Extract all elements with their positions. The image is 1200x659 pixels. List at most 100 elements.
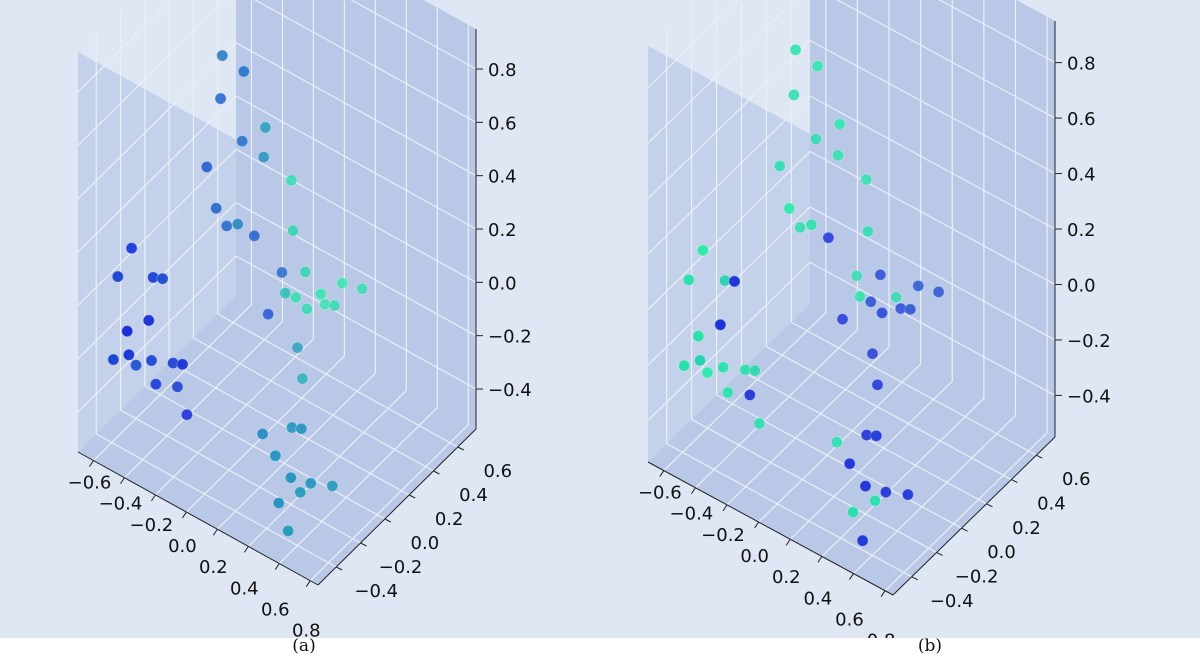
data-point <box>111 270 124 283</box>
y-tick-label: −0.2 <box>379 557 423 578</box>
x-tick-label: 0.4 <box>230 578 259 599</box>
pane-floor <box>78 296 476 585</box>
x-tick-mark <box>817 556 823 563</box>
grid-line <box>766 346 1012 481</box>
grid-line <box>247 389 407 547</box>
data-point <box>721 386 734 399</box>
data-point <box>876 306 889 319</box>
data-point <box>850 269 863 282</box>
data-point <box>692 330 705 343</box>
y-tick-mark <box>986 503 993 508</box>
x-tick-mark <box>212 528 218 536</box>
grid-line <box>647 95 811 255</box>
grid-line <box>647 206 811 366</box>
data-point <box>356 282 369 295</box>
data-point <box>257 151 270 164</box>
x-tick-label: −0.6 <box>68 473 112 494</box>
grid-line <box>124 321 283 479</box>
y-tick-label: 0.0 <box>411 533 440 554</box>
grid-line <box>809 206 1056 341</box>
z-tick-label: −0.2 <box>488 327 532 348</box>
y-tick-mark <box>384 518 392 523</box>
y-tick-label: 0.4 <box>1037 494 1066 515</box>
grid-line <box>938 0 1056 64</box>
data-point <box>300 302 313 315</box>
x-tick-mark <box>181 511 187 519</box>
data-point <box>130 359 143 372</box>
grid-line <box>691 418 937 553</box>
data-point <box>678 359 691 372</box>
data-point <box>272 497 285 510</box>
y-tick-mark <box>457 446 464 451</box>
data-point <box>787 88 800 101</box>
data-point <box>279 287 292 300</box>
data-point <box>328 299 341 312</box>
y-tick-label: 0.2 <box>435 509 464 530</box>
data-point <box>289 291 302 304</box>
z-tick-label: 0.8 <box>488 60 517 81</box>
data-point <box>856 534 869 547</box>
data-point <box>789 43 802 56</box>
data-point <box>142 314 155 327</box>
grid-line <box>95 433 337 568</box>
y-tick-mark <box>936 552 943 556</box>
grid-line <box>647 0 796 144</box>
z-tick-label: −0.4 <box>1067 386 1111 407</box>
data-point <box>214 92 227 105</box>
x-tick-mark <box>151 494 156 502</box>
data-point <box>822 231 835 244</box>
data-point <box>262 308 275 321</box>
y-tick-label: −0.4 <box>930 591 974 612</box>
scatter3d-plot-b: −0.6−0.4−0.20.00.20.40.60.8−0.4−0.20.00.… <box>638 0 1111 638</box>
data-point <box>295 422 308 435</box>
grid-line <box>647 261 811 421</box>
grid-line <box>809 150 1056 285</box>
grid-line <box>663 312 827 472</box>
data-point <box>294 486 307 499</box>
grid-line <box>193 337 434 472</box>
y-tick-mark <box>336 566 343 571</box>
x-tick-mark <box>243 546 249 553</box>
data-point <box>874 268 887 281</box>
grid-line <box>235 148 477 283</box>
z-tick-label: −0.4 <box>488 380 532 401</box>
y-tick-label: 0.4 <box>459 485 488 506</box>
x-tick-label: −0.4 <box>99 494 143 515</box>
data-point <box>125 242 138 255</box>
x-axis-line <box>77 451 319 586</box>
data-point <box>231 218 244 231</box>
grid-line <box>716 394 962 529</box>
x-tick-mark <box>274 563 280 570</box>
data-point <box>869 494 882 507</box>
x-tick-label: −0.2 <box>701 525 745 546</box>
grid-line <box>217 313 459 448</box>
data-point <box>220 219 233 232</box>
y-tick-mark <box>911 576 918 581</box>
grid-line <box>809 40 1056 175</box>
data-point <box>285 174 298 187</box>
grid-line <box>836 0 1056 119</box>
data-point <box>176 358 189 371</box>
grid-line <box>884 432 1048 592</box>
x-tick-label: 0.2 <box>199 557 228 578</box>
x-tick-label: 0.8 <box>867 631 896 638</box>
data-point <box>145 354 158 367</box>
grid-line <box>821 397 985 557</box>
data-point <box>830 436 843 449</box>
grid-line <box>809 261 1056 396</box>
grid-line <box>216 372 376 530</box>
grid-line <box>853 415 1016 574</box>
grid-line <box>726 346 890 506</box>
data-point <box>248 229 261 242</box>
grid-line <box>666 443 912 578</box>
data-point <box>296 372 309 385</box>
data-point <box>860 173 873 186</box>
x-axis-line <box>647 461 894 596</box>
data-point <box>682 273 695 286</box>
data-point <box>171 380 184 393</box>
data-point <box>904 303 917 316</box>
z-tick-label: 0.6 <box>488 113 517 134</box>
y-tick-mark <box>1011 479 1018 483</box>
y-tick-label: 0.0 <box>987 542 1016 563</box>
